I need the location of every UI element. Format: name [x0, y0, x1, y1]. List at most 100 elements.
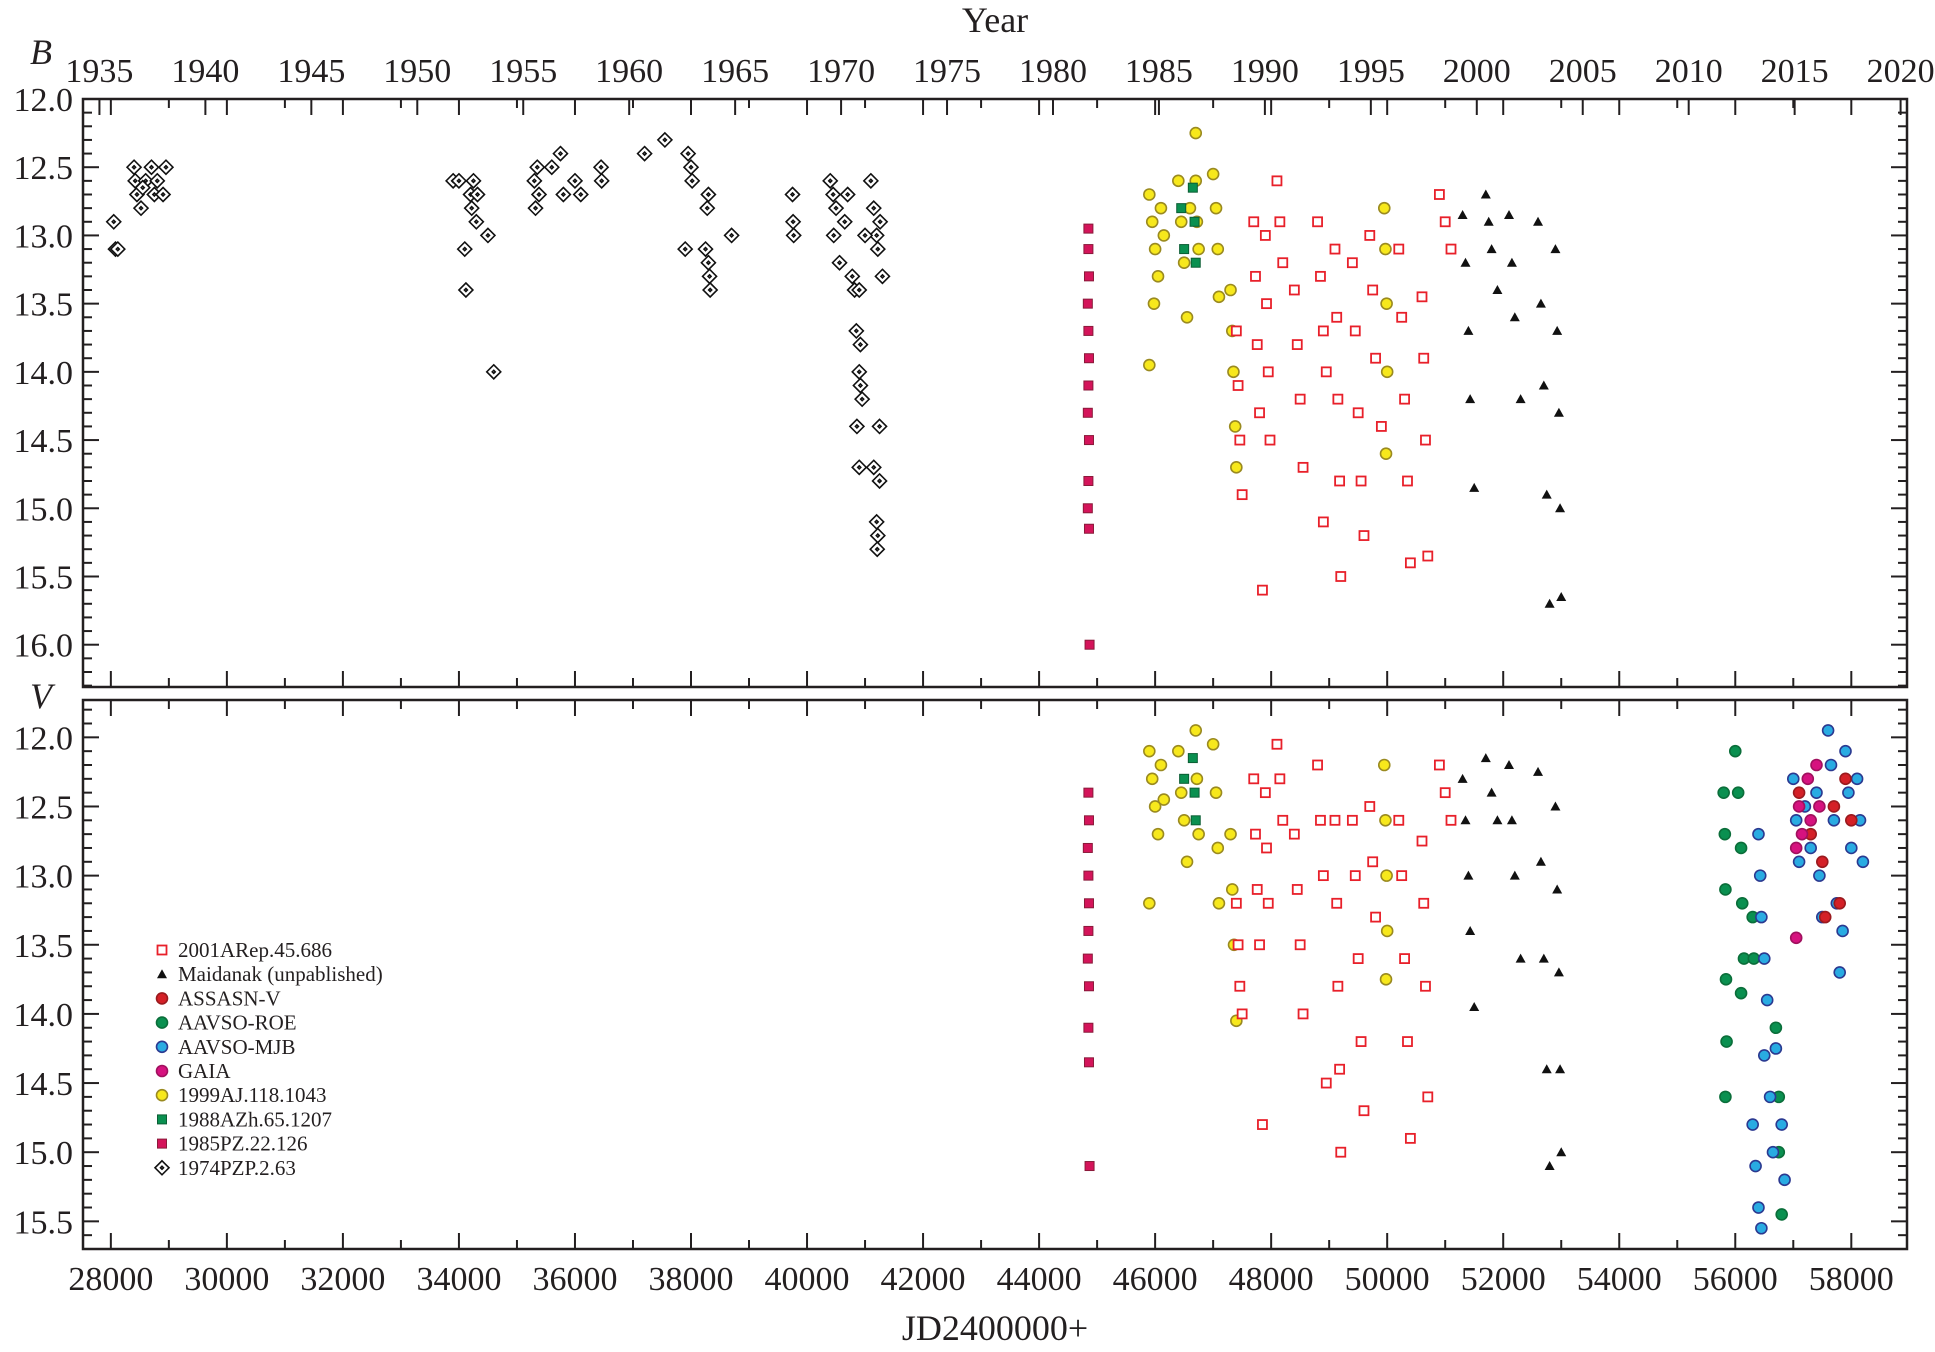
x-tick-label: 38000: [649, 1261, 734, 1298]
point-mjb: [1833, 966, 1847, 979]
point-asas: [1818, 910, 1832, 924]
point-maid: [1469, 1001, 1480, 1011]
y-tick-label: 13.0: [14, 859, 74, 896]
legend-label: GAIA: [178, 1059, 231, 1083]
point-arep: [1364, 230, 1376, 241]
point-pzp: [527, 200, 544, 217]
point-arep: [1334, 1063, 1346, 1075]
y-tick-label: 12.0: [14, 82, 74, 119]
point-aj: [1172, 174, 1185, 188]
point-maid: [1550, 244, 1561, 254]
point-azh: [1176, 203, 1187, 214]
point-aj: [1192, 827, 1205, 841]
y-tick-label: 13.5: [14, 928, 74, 965]
point-arep: [1312, 759, 1323, 771]
point-pz: [1083, 435, 1094, 446]
point-arep: [1370, 911, 1381, 923]
point-azh: [1189, 216, 1200, 227]
point-maid: [1544, 598, 1555, 608]
point-arep: [1445, 814, 1457, 826]
legend-item-azh: 1988AZh.65.1207: [157, 1107, 332, 1131]
point-aj: [1206, 737, 1220, 751]
point-aj: [1145, 772, 1159, 786]
x-tick-label: 52000: [1461, 1261, 1546, 1298]
legend-label: 1974PZP.2.63: [178, 1156, 296, 1180]
legend-item-pz: 1985PZ.22.126: [157, 1132, 308, 1156]
point-mjb: [1778, 1173, 1791, 1187]
point-pzp: [450, 172, 468, 189]
point-gaia: [1813, 800, 1826, 813]
year-tick-label: 2000: [1443, 53, 1511, 90]
point-aj: [1224, 827, 1237, 841]
point-arep: [1349, 870, 1361, 882]
point-arep: [1262, 366, 1274, 378]
legend-item-maid: Maidanak (unpablished): [157, 962, 383, 986]
point-arep: [1433, 189, 1445, 200]
point-mjb: [1752, 1201, 1765, 1214]
point-roe: [1747, 952, 1761, 965]
point-arep: [1335, 1146, 1347, 1158]
point-arep: [1422, 550, 1434, 562]
legend-item-gaia: GAIA: [155, 1059, 231, 1083]
point-aj: [1148, 800, 1162, 813]
point-mjb: [1763, 1090, 1777, 1104]
point-arep: [1439, 787, 1451, 799]
point-pz: [1084, 1161, 1095, 1172]
point-mjb: [1845, 841, 1858, 855]
y-tick-label: 15.0: [14, 1135, 74, 1172]
point-gaia: [1810, 758, 1823, 772]
x-tick-label: 56000: [1693, 1261, 1778, 1298]
point-mjb: [1753, 869, 1767, 882]
point-aj: [1143, 188, 1156, 201]
point-pzp: [848, 418, 866, 435]
y-tick-label: 12.5: [14, 789, 74, 826]
point-arep: [1234, 434, 1246, 446]
year-tick-label: 1945: [277, 53, 345, 90]
point-aj: [1212, 896, 1226, 910]
point-arep: [1291, 884, 1303, 895]
point-arep: [1236, 1008, 1248, 1020]
point-pzp: [592, 159, 610, 176]
point-roe: [1734, 986, 1748, 1000]
point-aj: [1377, 758, 1391, 772]
x-tick-label: 36000: [532, 1261, 617, 1298]
point-mjb: [1804, 841, 1817, 855]
point-arep: [1264, 434, 1276, 446]
point-gaia: [1795, 827, 1809, 841]
x-tick-label: 32000: [300, 1261, 385, 1298]
point-arep: [1317, 870, 1329, 882]
legend-item-roe: AAVSO-ROE: [155, 1011, 297, 1035]
legend-marker-gaia: [155, 1064, 169, 1078]
point-pzp: [831, 254, 848, 271]
point-maid: [1457, 209, 1468, 219]
point-asas: [1792, 786, 1806, 799]
point-aj: [1151, 827, 1165, 841]
point-arep: [1251, 884, 1263, 895]
point-arep: [1331, 311, 1343, 323]
point-asas: [1845, 814, 1858, 827]
point-pzp: [465, 172, 482, 189]
point-azh: [1187, 182, 1198, 193]
y-tick-label: 12.0: [14, 720, 74, 757]
legend-item-arep: 2001ARep.45.686: [156, 938, 332, 962]
point-arep: [1352, 407, 1364, 419]
point-aj: [1177, 256, 1191, 270]
point-arep: [1261, 842, 1272, 854]
point-pz: [1083, 815, 1094, 826]
plot-frame-V: [81, 698, 1909, 1251]
point-pzp: [154, 186, 172, 203]
point-aj: [1154, 758, 1168, 772]
point-asas: [1815, 855, 1829, 869]
y-tick-label: 13.0: [14, 218, 74, 255]
x-tick-label: 46000: [1113, 1261, 1198, 1298]
point-arep: [1445, 243, 1457, 255]
year-tick-label: 2015: [1761, 53, 1829, 90]
year-tick-label: 1990: [1231, 53, 1299, 90]
point-arep: [1358, 530, 1370, 541]
legend-item-mjb: AAVSO-MJB: [155, 1035, 295, 1059]
point-pzp: [456, 240, 473, 258]
point-pzp: [822, 172, 839, 189]
point-aj: [1147, 297, 1161, 310]
point-arep: [1404, 1132, 1416, 1144]
point-pz: [1084, 639, 1095, 650]
